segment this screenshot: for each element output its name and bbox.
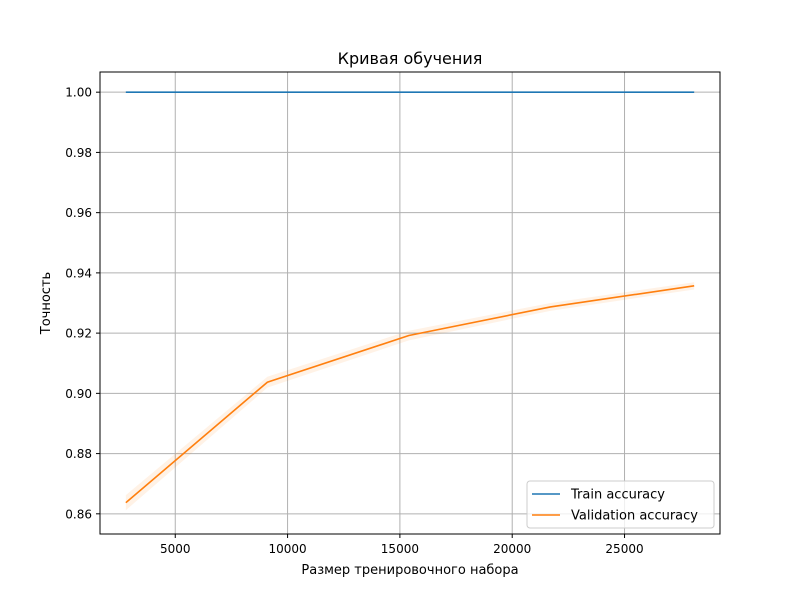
x-tick-label: 20000 [493,542,531,556]
grid [100,72,720,534]
y-tick-label: 0.94 [65,266,92,280]
x-axis-label: Размер тренировочного набора [301,563,518,578]
y-tick-label: 1.00 [65,86,92,100]
x-axis-ticks: 5000 10000 15000 20000 25000 [160,534,644,556]
x-tick-label: 15000 [381,542,419,556]
x-tick-label: 25000 [605,542,643,556]
series-lines [125,91,695,504]
y-tick-label: 0.86 [65,507,92,521]
plot-frame [99,71,721,535]
legend-label-1: Validation accuracy [571,509,698,524]
y-axis-label: Точность [39,272,54,335]
legend-label-0: Train accuracy [570,488,665,503]
x-tick-label: 5000 [160,542,191,556]
legend-box [526,480,715,529]
chart-title: Кривая обучения [338,49,483,68]
y-tick-label: 0.96 [65,206,92,220]
y-tick-label: 0.98 [65,146,92,160]
x-tick-label: 10000 [268,542,306,556]
y-tick-label: 0.92 [65,327,92,341]
y-tick-label: 0.90 [65,387,92,401]
y-axis-ticks: 0.86 0.88 0.90 0.92 0.94 0.96 0.98 1.00 [65,86,100,521]
legend: Train accuracy Validation accuracy [526,480,715,529]
y-tick-label: 0.88 [65,447,92,461]
